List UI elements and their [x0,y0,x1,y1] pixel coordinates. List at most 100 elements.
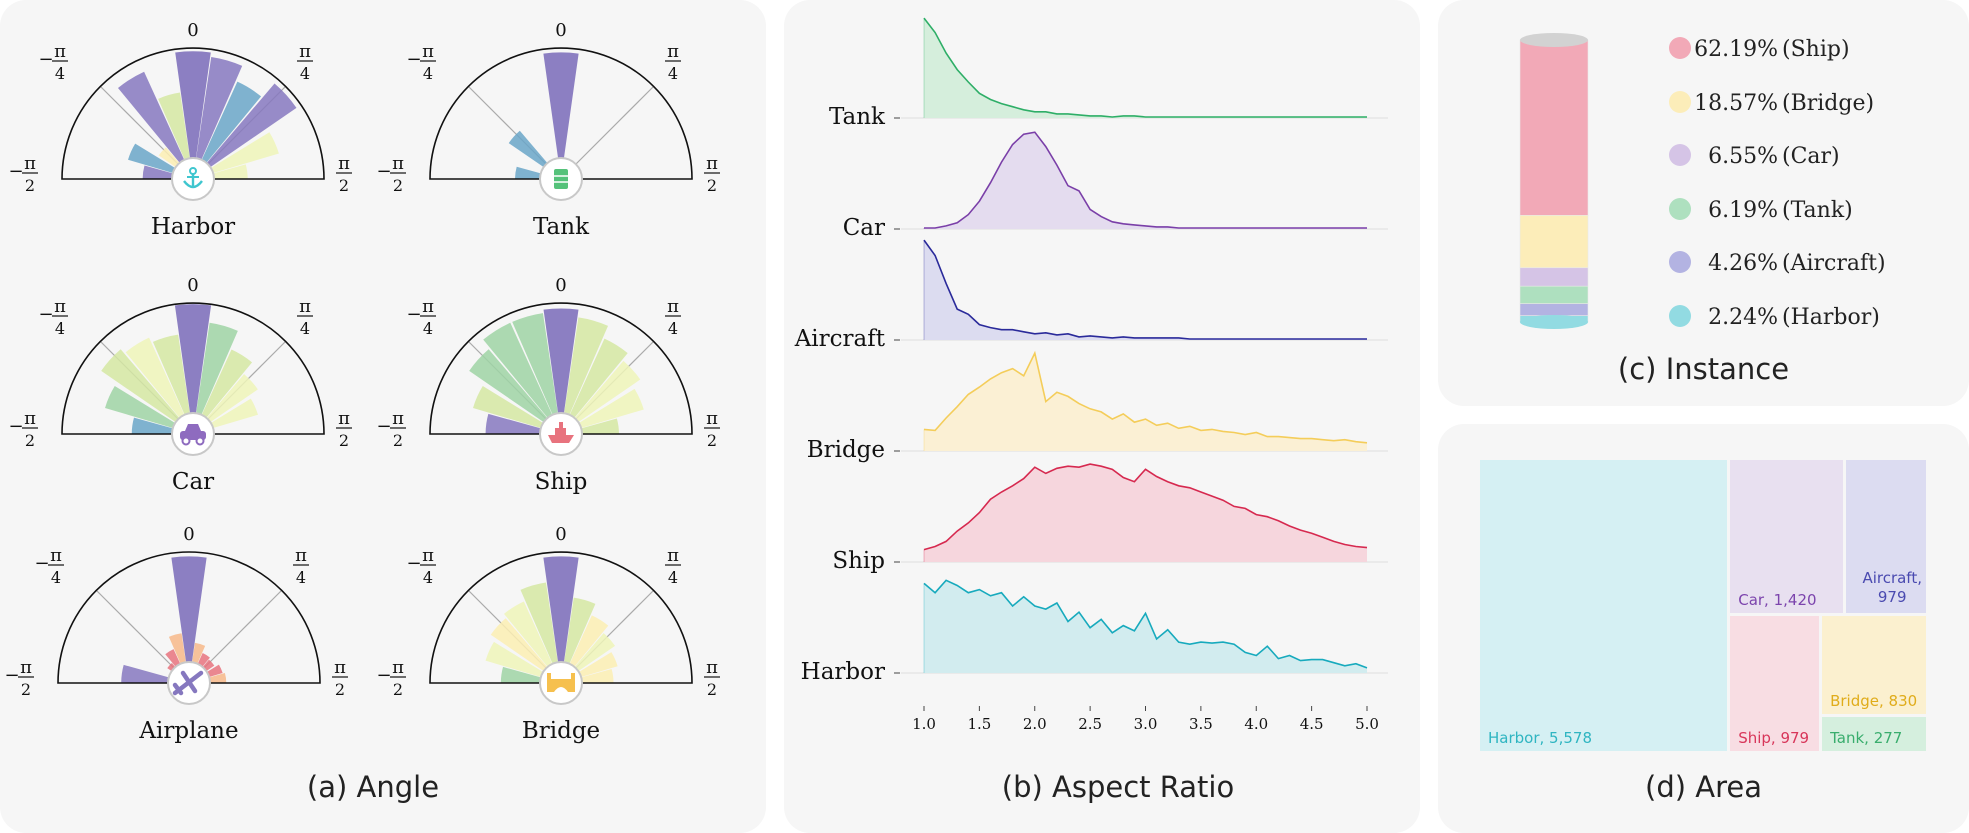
axis-label-zero: 0 [555,20,566,41]
minus-sign: − [38,49,53,70]
polar-bar [171,556,207,663]
polar-bar [117,71,185,163]
fraction-denominator: 4 [51,568,61,587]
polar-bar [206,83,297,168]
ship-hull [548,435,574,443]
fraction-numerator: π [334,657,346,678]
fraction-denominator: 2 [339,176,349,195]
fraction-numerator: π [54,41,66,62]
ridge-line [923,579,1368,669]
anchor-icon [183,167,203,189]
x-tick-label: 4.5 [1300,715,1324,733]
axis-label-minus-pi-2: − π 2 [8,408,38,450]
minus-sign: − [4,665,19,686]
fraction-numerator: π [20,657,32,678]
axis-label-minus-pi-2: − π 2 [376,657,406,699]
axis-label-pi-2: π2 [704,657,720,699]
fraction-numerator: π [392,153,404,174]
polar-bar [158,92,190,160]
axis-label-zero: 0 [555,275,566,296]
axis-label-minus-pi-2: − π 2 [4,657,34,699]
ship-cabin [555,428,566,435]
series-label: Ship [832,548,885,574]
fraction-denominator: 4 [296,568,306,587]
fraction-denominator: 2 [335,680,345,699]
axis-label-pi-2: π2 [332,657,348,699]
tank-icon [554,169,568,189]
fraction-denominator: 4 [423,64,433,83]
legend-item: 6.55% (Car) [1669,144,1840,169]
fraction-numerator: π [667,296,679,317]
legend-item: 6.19% (Tank) [1669,198,1853,223]
series-label: Car [843,215,885,241]
bridge-shape [547,679,575,692]
car-roof [185,424,201,431]
fraction-denominator: 2 [393,176,403,195]
polar-bar [192,642,206,664]
cylinder-bottom [1520,315,1588,329]
legend-swatch [1669,251,1691,273]
x-tick-label: 4.0 [1244,715,1268,733]
polar-bar [500,666,541,683]
axis-label-minus-pi-4: − π 4 [406,41,436,83]
fraction-numerator: π [338,408,350,429]
legend-value: 6.55% [1708,144,1778,169]
series-label: Aircraft [794,326,886,352]
ridge-area [924,132,1367,229]
fraction-numerator: π [706,153,718,174]
polar-bar [175,51,211,159]
polar-bar [504,601,553,667]
instance-chart: 62.19% (Ship)18.57% (Bridge)6.55% (Car)6… [1519,33,1886,330]
polar-bar [512,313,558,415]
legend-name: (Car) [1782,144,1840,169]
fraction-numerator: π [706,408,718,429]
legend-value: 4.26% [1708,251,1778,276]
stack-segment [1519,215,1589,269]
polar-bar [515,166,541,179]
polar-frame [57,551,321,684]
legend-name: (Tank) [1782,198,1853,223]
minus-sign: − [38,304,53,325]
legend-item: 2.24% (Harbor) [1669,305,1880,330]
axis-label-minus-pi-2: − π 2 [376,153,406,195]
polar-bar [167,662,176,672]
treemap-cell-bridge: Bridge, 830 [1822,615,1926,715]
fraction-numerator: π [295,545,307,566]
ridge-series: Bridge [807,350,1388,463]
x-tick-label: 5.0 [1355,715,1379,733]
legend-swatch [1669,144,1691,166]
fraction-numerator: π [392,657,404,678]
fraction-denominator: 2 [393,431,403,450]
fraction-denominator: 2 [25,431,35,450]
polar-bar [152,334,190,415]
axis-label-minus-pi-4: − π 4 [34,545,64,587]
polar-bar [213,164,248,179]
ridge-series: Harbor [801,579,1388,685]
angle-caption: (a) Angle [306,770,440,804]
fraction-denominator: 2 [707,176,717,195]
polar-bar [520,582,558,664]
polar-bar [202,659,215,672]
fraction-numerator: π [299,296,311,317]
fraction-numerator: π [422,545,434,566]
series-label: Tank [829,104,886,130]
polar-bar [197,653,210,667]
axis-label-pi-2: π2 [336,153,352,195]
ship-icon [548,422,574,443]
polar-frame [61,302,325,435]
legend-value: 6.19% [1708,198,1778,223]
polar-bar [581,668,614,683]
fraction-numerator: π [392,408,404,429]
subplot-title: Airplane [138,718,238,744]
car-icon [180,424,206,446]
series-label: Bridge [807,437,885,463]
polar-frame [429,551,693,684]
minus-sign: − [376,161,391,182]
x-tick-label: 2.5 [1078,715,1102,733]
treemap-label: Aircraft, 979 [1862,568,1922,606]
stack-segment [1519,303,1589,316]
legend-swatch [1669,91,1691,113]
polar-bar [168,633,186,664]
